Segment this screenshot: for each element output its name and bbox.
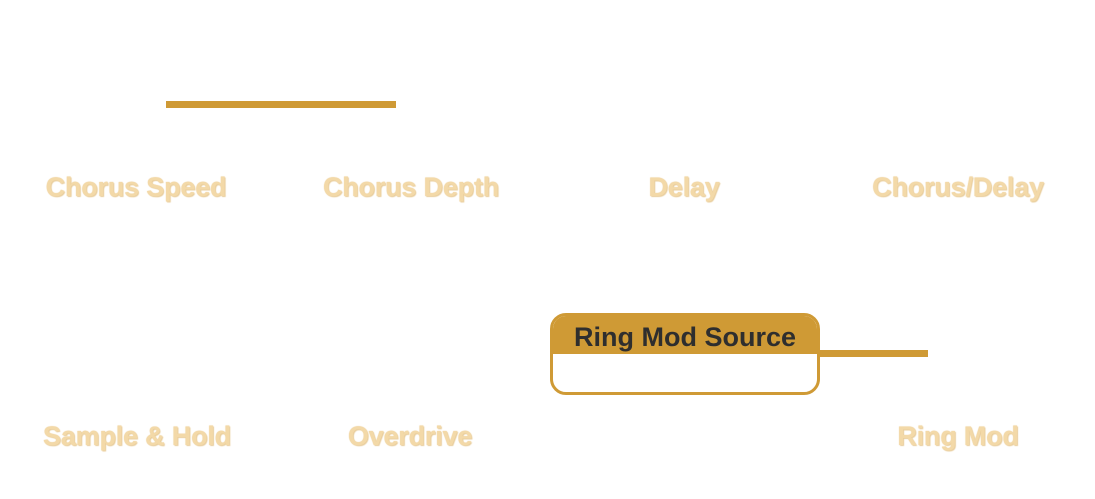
ring-mod-source-selector[interactable]: Ring Mod Source — [550, 313, 820, 395]
overdrive-label: Overdrive — [347, 421, 473, 451]
ring-mod-value-bar[interactable] — [818, 350, 928, 357]
sample-hold-label: Sample & Hold — [43, 421, 231, 451]
chorus-speed-value-bar[interactable] — [166, 101, 396, 108]
ring-mod-label: Ring Mod — [897, 421, 1019, 451]
chorus-speed-label: Chorus Speed — [45, 172, 227, 202]
ring-mod-source-value[interactable] — [553, 354, 817, 390]
delay-label: Delay — [648, 172, 720, 202]
chorus-depth-label: Chorus Depth — [322, 172, 500, 202]
ring-mod-source-title: Ring Mod Source — [553, 316, 817, 354]
chorus-delay-label: Chorus/Delay — [872, 172, 1044, 202]
